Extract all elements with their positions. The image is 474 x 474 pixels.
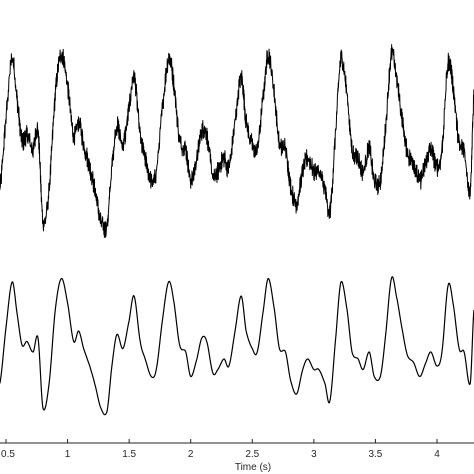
- noisy-signal-panel: [0, 44, 474, 238]
- x-tick-label: 3: [311, 449, 317, 460]
- x-tick-label: 1: [65, 449, 71, 460]
- x-tick-label: 1.5: [122, 449, 136, 460]
- time-axis-label: Time (s): [235, 462, 271, 473]
- x-tick-label: 3.5: [368, 449, 382, 460]
- x-tick-label: 0.5: [1, 449, 15, 460]
- x-tick-label: 4: [434, 449, 440, 460]
- x-tick-label: 2.5: [245, 449, 259, 460]
- filtered-signal-panel: [0, 276, 474, 416]
- x-tick-label: 2: [188, 449, 194, 460]
- noisy-trace: [0, 44, 474, 238]
- time-axis-ticks: 0.5 1 1.5 2 2.5 3 3.5 4: [1, 439, 440, 460]
- filtered-trace: [0, 276, 474, 416]
- time-axis: 0.5 1 1.5 2 2.5 3 3.5 4 Time (s): [0, 439, 474, 473]
